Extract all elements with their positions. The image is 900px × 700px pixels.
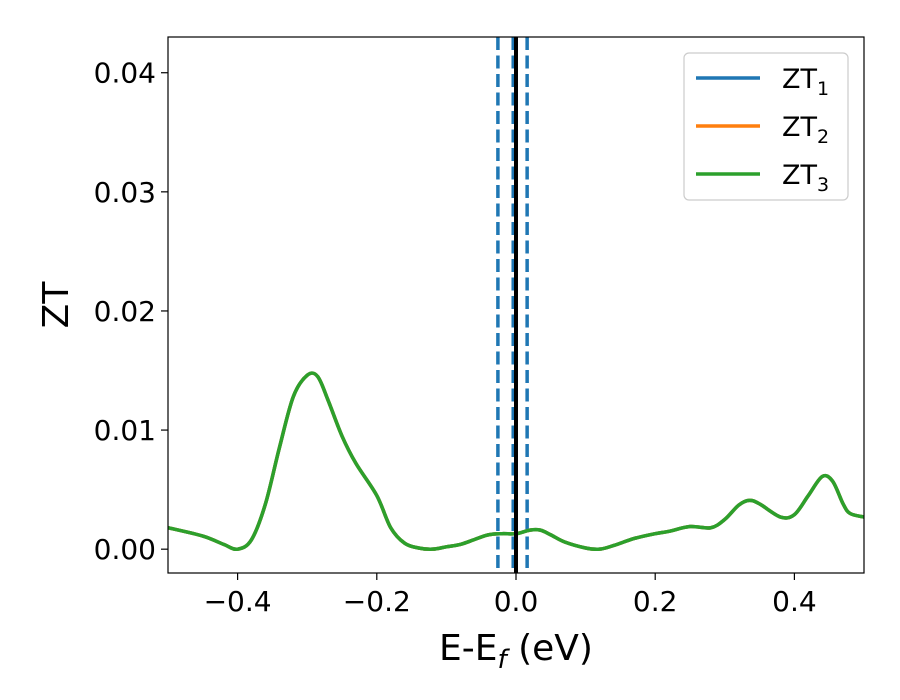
x-tick-label: 0.2 — [633, 585, 678, 618]
y-tick-label: 0.02 — [94, 295, 156, 328]
legend: ZT1 ZT2 ZT3 — [683, 52, 849, 201]
x-axis-label: E-Ef (eV) — [439, 628, 593, 675]
x-tick-label: −0.4 — [204, 585, 272, 618]
legend-label-zt1: ZT1 — [782, 64, 829, 100]
y-axis-label: ZT — [36, 281, 77, 329]
series-line-zt3 — [168, 371, 864, 552]
y-tick-label: 0.01 — [94, 414, 156, 447]
x-tick-label: 0.0 — [494, 585, 539, 618]
y-tick-label: 0.00 — [94, 533, 156, 566]
series-lines — [168, 371, 864, 552]
x-axis-label-main: E-E — [439, 628, 497, 669]
x-axis-label-unit: (eV) — [507, 628, 593, 669]
x-axis-ticks: −0.4 −0.2 0.0 0.2 0.4 — [204, 573, 817, 618]
legend-label-zt3: ZT3 — [782, 160, 829, 196]
x-tick-label: −0.2 — [343, 585, 411, 618]
reference-lines — [496, 37, 529, 573]
y-tick-label: 0.03 — [94, 176, 156, 209]
legend-items: ZT1 ZT2 ZT3 — [696, 64, 829, 196]
y-tick-label: 0.04 — [94, 57, 156, 90]
legend-box — [683, 52, 849, 201]
x-tick-label: 0.4 — [772, 585, 817, 618]
y-axis-ticks: 0.00 0.01 0.02 0.03 0.04 — [94, 57, 168, 566]
legend-label-zt2: ZT2 — [782, 112, 829, 148]
